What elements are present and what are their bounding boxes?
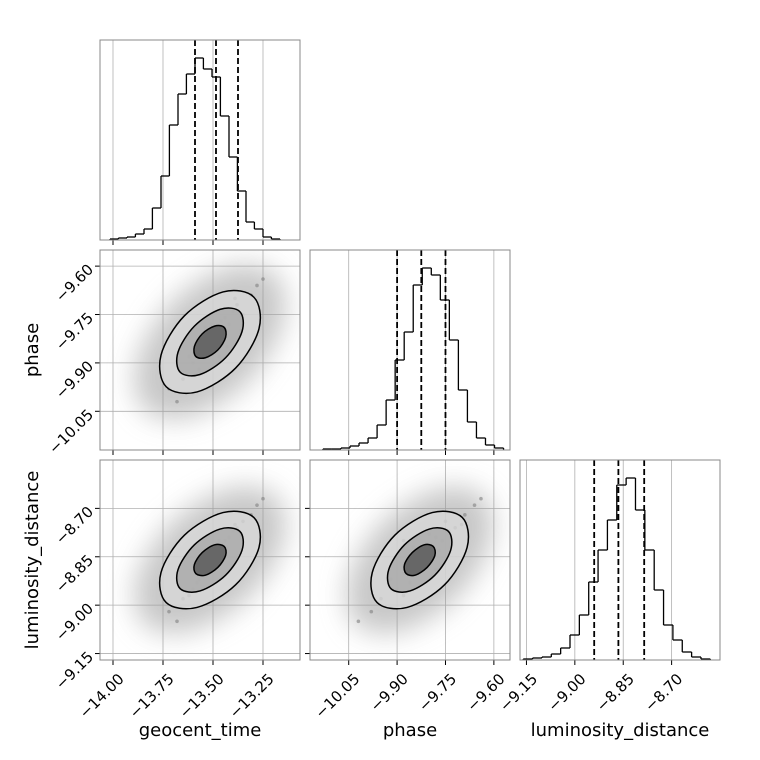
sample-point: [369, 609, 374, 614]
y-tick-label: −10.05: [45, 406, 97, 458]
panel-frame: [519, 459, 721, 661]
panel-frame: [99, 39, 301, 241]
sample-point: [356, 619, 361, 624]
x-tick-label: −8.70: [641, 670, 686, 715]
x-axis-label: geocent_time: [139, 720, 262, 741]
x-tick-label: −10.05: [311, 670, 363, 722]
panel-plot: [346, 486, 493, 634]
x-tick-label: −13.25: [226, 670, 278, 722]
sample-point: [463, 513, 467, 517]
x-tick-label: −13.75: [126, 670, 178, 722]
y-tick-label: −9.90: [52, 357, 97, 402]
y-tick-label: −8.85: [52, 551, 97, 596]
sample-point: [175, 399, 179, 404]
y-tick-label: −9.00: [52, 600, 97, 645]
panel-plot: [134, 264, 286, 420]
sample-point: [255, 283, 259, 288]
x-axis-label: luminosity_distance: [531, 720, 710, 741]
panel: −10.05−9.90−9.75−9.60: [45, 249, 301, 458]
sample-point: [472, 503, 477, 507]
contour: [403, 543, 437, 577]
sample-point: [175, 619, 179, 624]
panel-frame: [309, 459, 511, 661]
x-axis-label: phase: [383, 720, 437, 741]
panel-frame: [99, 459, 301, 661]
sample-point: [255, 503, 259, 507]
panel: −10.05−9.90−9.75−9.60: [305, 459, 511, 722]
x-tick-label: −9.15: [496, 670, 541, 715]
contour: [193, 543, 227, 577]
sample-point: [479, 496, 483, 501]
y-axis-label: phase: [22, 323, 43, 377]
panel: [309, 249, 511, 455]
panel: [99, 39, 301, 245]
x-tick-label: −9.75: [415, 670, 460, 715]
sample-point: [261, 277, 265, 281]
x-tick-label: −13.50: [176, 670, 228, 722]
x-tick-label: −9.00: [544, 670, 589, 715]
y-tick-label: −8.70: [52, 503, 97, 548]
x-tick-label: −9.90: [367, 670, 412, 715]
y-axis-label: luminosity_distance: [22, 471, 43, 650]
panel-frame: [309, 249, 511, 451]
y-tick-label: −9.75: [52, 309, 97, 354]
sample-point: [261, 496, 265, 501]
panel: −9.15 −9.00 −8.85 −8.70: [496, 459, 721, 715]
panel-frame: [99, 249, 301, 451]
sample-point: [167, 609, 171, 614]
y-tick-label: −9.15: [52, 648, 97, 693]
x-tick-label: −8.85: [593, 670, 638, 715]
panel-plot: [134, 486, 286, 634]
contour: [193, 324, 227, 360]
x-tick-label: −14.00: [76, 670, 128, 722]
y-tick-label: −9.60: [52, 260, 97, 305]
panel: −14.00−13.75−13.50−13.25 −9.15−9.00−8.85−…: [52, 459, 301, 722]
